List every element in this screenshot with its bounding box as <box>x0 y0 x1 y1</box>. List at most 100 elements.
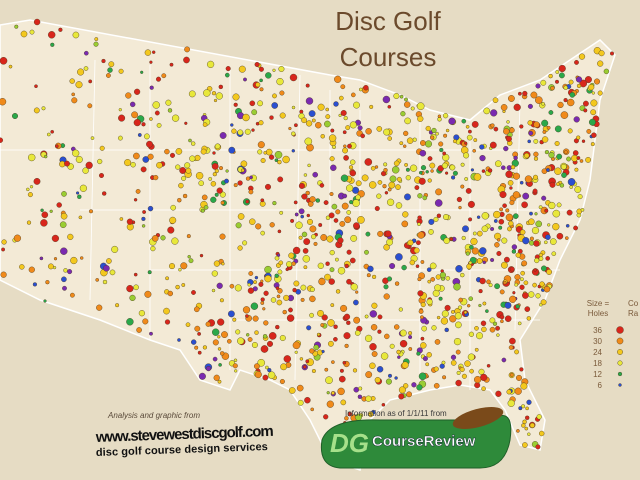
course-dot <box>269 154 275 160</box>
course-dot <box>288 252 295 259</box>
course-dot <box>313 344 320 351</box>
course-dot <box>346 278 352 285</box>
course-dot <box>247 337 253 342</box>
course-dot <box>33 177 41 185</box>
course-dot <box>461 235 466 241</box>
course-dot <box>533 174 539 180</box>
course-dot <box>429 262 437 270</box>
course-dot <box>448 117 456 125</box>
course-dot <box>329 250 335 256</box>
course-dot <box>254 275 259 280</box>
course-dot <box>291 105 296 110</box>
course-dot <box>552 223 560 231</box>
course-dot <box>233 102 238 107</box>
course-dot <box>317 103 325 111</box>
course-dot <box>33 107 40 114</box>
course-dot <box>490 226 495 231</box>
course-dot <box>264 265 272 274</box>
course-dot <box>383 167 388 173</box>
course-dot <box>577 194 583 200</box>
course-dot <box>319 183 325 188</box>
course-dot <box>247 287 255 294</box>
course-dot <box>509 337 516 345</box>
course-dot <box>248 271 254 276</box>
course-dot <box>331 391 335 395</box>
course-dot <box>481 225 489 233</box>
course-dot <box>502 203 507 208</box>
course-dot <box>292 246 301 255</box>
course-dot <box>194 345 199 350</box>
course-dot <box>144 290 152 298</box>
course-dot <box>262 307 266 311</box>
course-dot <box>394 324 400 330</box>
course-dot <box>346 184 354 192</box>
course-dot <box>59 221 67 228</box>
course-dot <box>512 291 516 295</box>
course-dot <box>251 128 255 132</box>
course-dot <box>95 278 99 282</box>
course-dot <box>541 195 547 201</box>
course-dot <box>220 200 225 205</box>
course-dot <box>399 340 408 348</box>
course-dot <box>358 386 363 391</box>
course-dot <box>27 192 33 198</box>
course-dot <box>279 112 286 119</box>
course-dot <box>212 151 216 155</box>
course-dot <box>497 238 501 242</box>
course-dot <box>99 145 105 151</box>
course-dot <box>435 188 442 196</box>
course-dot <box>205 366 212 372</box>
course-dot <box>603 68 610 75</box>
course-dot <box>170 204 176 211</box>
course-dot <box>13 234 22 242</box>
course-dot <box>171 237 179 245</box>
course-dot <box>41 211 49 219</box>
course-dot <box>302 248 309 254</box>
course-dot <box>233 358 238 362</box>
course-dot <box>279 90 285 96</box>
course-dot <box>182 193 188 199</box>
course-dot <box>200 208 205 213</box>
course-dot <box>333 324 338 329</box>
course-dot <box>444 304 451 311</box>
course-dot <box>41 106 46 111</box>
course-dot <box>559 183 565 188</box>
course-dot <box>28 153 36 162</box>
course-dot <box>383 293 390 300</box>
course-dot <box>380 352 389 360</box>
course-dot <box>430 277 436 282</box>
course-dot <box>257 358 266 367</box>
course-dot <box>504 315 512 323</box>
course-dot <box>563 150 568 155</box>
course-dot <box>590 99 598 107</box>
course-dot <box>527 432 531 436</box>
course-dot <box>395 184 401 190</box>
course-dot <box>480 320 487 326</box>
course-dot <box>294 212 299 217</box>
course-dot <box>341 202 349 210</box>
course-dot <box>395 253 403 261</box>
course-dot <box>443 133 448 138</box>
course-dot <box>583 100 589 107</box>
course-dot <box>225 169 229 173</box>
course-dot <box>417 231 425 239</box>
course-dot <box>237 245 243 251</box>
course-dot <box>167 290 174 297</box>
course-dot <box>153 175 159 181</box>
course-dot <box>386 238 393 246</box>
course-dot <box>538 252 543 258</box>
course-dot <box>445 275 451 281</box>
course-dot <box>574 186 582 193</box>
course-dot <box>383 128 390 136</box>
course-dot <box>433 366 439 372</box>
course-dot <box>463 152 470 159</box>
course-dot <box>210 181 217 187</box>
course-dot <box>478 289 483 294</box>
course-dot <box>473 173 482 181</box>
course-dot <box>387 105 392 109</box>
course-dot <box>486 363 491 368</box>
course-dot <box>428 218 435 225</box>
course-dot <box>597 60 604 67</box>
course-dot <box>272 93 277 99</box>
